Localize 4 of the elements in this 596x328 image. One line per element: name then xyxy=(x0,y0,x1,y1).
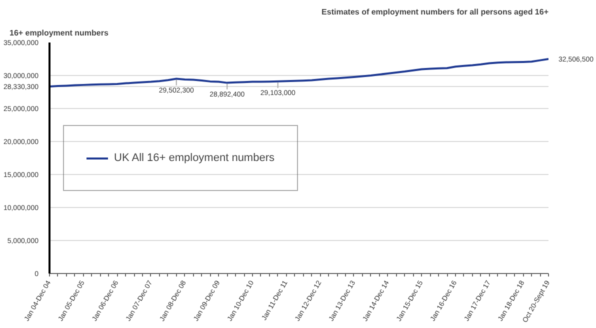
chart-subtitle: 16+ employment numbers xyxy=(10,28,109,38)
legend-label: UK All 16+ employment numbers xyxy=(114,152,274,164)
chart-title: Estimates of employment numbers for all persons aged 16+ xyxy=(322,8,549,16)
line-series xyxy=(50,58,548,88)
